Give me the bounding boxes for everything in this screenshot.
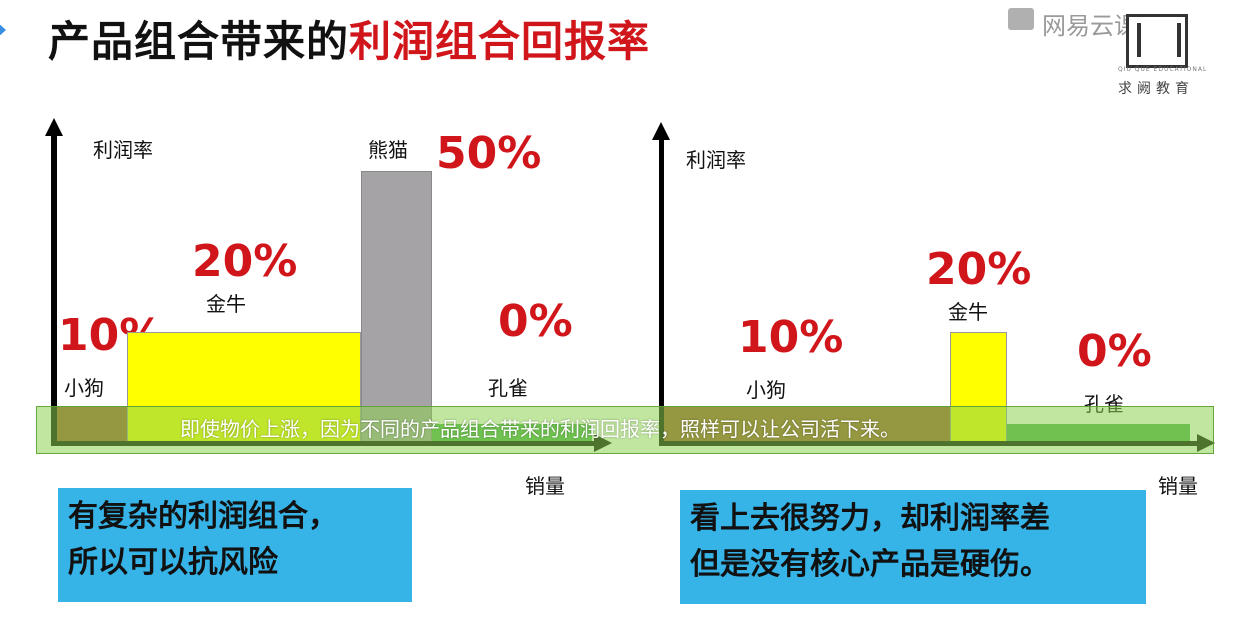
right-xiaogou-pct: 10% xyxy=(738,312,844,363)
right-y-axis-arrow-icon xyxy=(652,122,670,140)
nav-arrow-icon[interactable] xyxy=(0,14,6,46)
left-x-axis-label: 销量 xyxy=(525,474,565,498)
left-xiaogou-label: 小狗 xyxy=(64,376,104,400)
left-xiongmao-label: 熊猫 xyxy=(368,138,408,162)
right-jinniu-label: 金牛 xyxy=(948,300,988,324)
right-xiaogou-label: 小狗 xyxy=(746,378,786,402)
logo-english: QIU QUE EDUCATIONAL xyxy=(1118,66,1208,73)
left-jinniu-pct: 20% xyxy=(192,236,298,287)
left-y-axis-arrow-icon xyxy=(45,118,63,136)
right-note-line2: 但是没有核心产品是硬伤。 xyxy=(690,547,1050,582)
left-note-line2: 所以可以抗风险 xyxy=(68,545,278,580)
left-xiongmao-pct: 50% xyxy=(436,128,542,179)
left-kongque-pct: 0% xyxy=(498,296,573,347)
slide-title: 产品组合带来的利润组合回报率 xyxy=(48,17,651,66)
right-jinniu-pct: 20% xyxy=(926,244,1032,295)
logo-name: 求阙教育 xyxy=(1118,81,1194,97)
left-y-axis-label: 利润率 xyxy=(93,138,153,162)
subtitle-band xyxy=(36,406,1214,454)
left-jinniu-label: 金牛 xyxy=(206,292,246,316)
left-note-line1: 有复杂的利润组合， xyxy=(68,499,338,534)
video-subtitle: 即使物价上涨，因为不同的产品组合带来的利润回报率，照样可以让公司活下来。 xyxy=(180,417,900,441)
right-x-axis-label: 销量 xyxy=(1158,474,1198,498)
right-note-box: 看上去很努力，却利润率差 但是没有核心产品是硬伤。 xyxy=(680,490,1146,604)
right-y-axis-label: 利润率 xyxy=(686,148,746,172)
left-note-box: 有复杂的利润组合， 所以可以抗风险 xyxy=(58,488,412,602)
left-y-axis xyxy=(51,134,57,444)
right-note-line1: 看上去很努力，却利润率差 xyxy=(690,501,1050,536)
left-xiongmao-bar xyxy=(361,171,432,442)
right-kongque-pct: 0% xyxy=(1077,326,1152,377)
left-kongque-label: 孔雀 xyxy=(488,376,528,400)
netease-logo-icon xyxy=(1008,8,1034,30)
right-y-axis xyxy=(659,140,664,446)
qiuque-logo-icon xyxy=(1126,14,1188,68)
